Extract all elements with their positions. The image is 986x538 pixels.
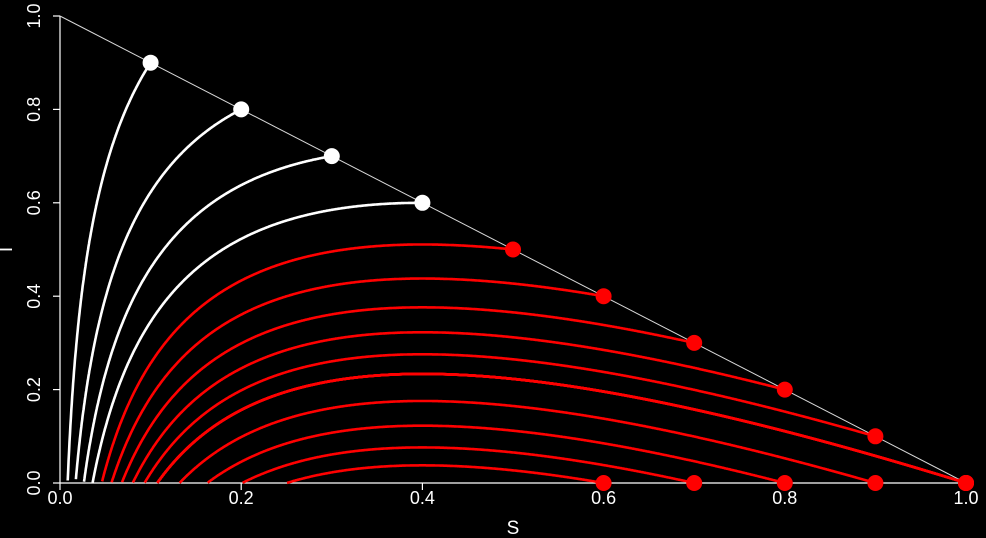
start-point-marker [323,148,340,165]
trajectory-line [100,243,513,482]
trajectory-curves [66,61,967,485]
y-tick-label: 0.0 [24,470,44,495]
y-tick-label: 1.0 [24,3,44,28]
trajectory-line [242,446,695,485]
start-points [142,54,974,491]
trajectory-line [156,372,966,484]
x-tick-label: 0.2 [229,488,254,508]
start-point-marker [686,334,703,351]
x-tick-label: 1.0 [953,488,978,508]
trajectory-line [131,331,786,484]
trajectory-line [206,424,786,485]
x-tick-label: 0.6 [591,488,616,508]
x-tick-label: 0.4 [410,488,435,508]
trajectory-line [286,464,604,485]
start-point-marker [776,475,793,491]
y-tick-label: 0.4 [24,284,44,309]
x-tick-label: 0.8 [772,488,797,508]
start-point-marker [595,475,612,491]
y-axis-label: I [0,247,17,252]
trajectory-line [82,154,333,482]
trajectory-line [178,399,876,485]
start-point-marker [142,54,159,71]
trajectory-line [91,201,423,483]
start-point-marker [867,475,884,491]
trajectory-line [66,61,152,481]
start-point-marker [686,475,703,491]
axes: 0.0 0.2 0.4 0.6 0.8 1.0 0.0 0.2 0.4 0.6 0.8 1.0 [24,3,979,508]
start-point-marker [958,475,974,491]
start-point-marker [505,241,521,258]
y-tick-label: 0.6 [24,190,44,215]
trajectory-line [110,277,604,483]
x-tick-label: 0.0 [47,488,72,508]
x-axis-label: S [507,518,520,538]
trajectory-line [143,353,876,484]
trajectory-line [74,108,242,480]
y-tick-label: 0.2 [24,377,44,402]
start-point-marker [867,428,884,445]
start-point-marker [414,194,431,211]
trajectory-line [120,306,695,483]
start-point-marker [233,101,250,118]
start-point-marker [776,381,793,398]
start-point-marker [595,288,612,305]
y-tick-label: 0.8 [24,97,44,122]
